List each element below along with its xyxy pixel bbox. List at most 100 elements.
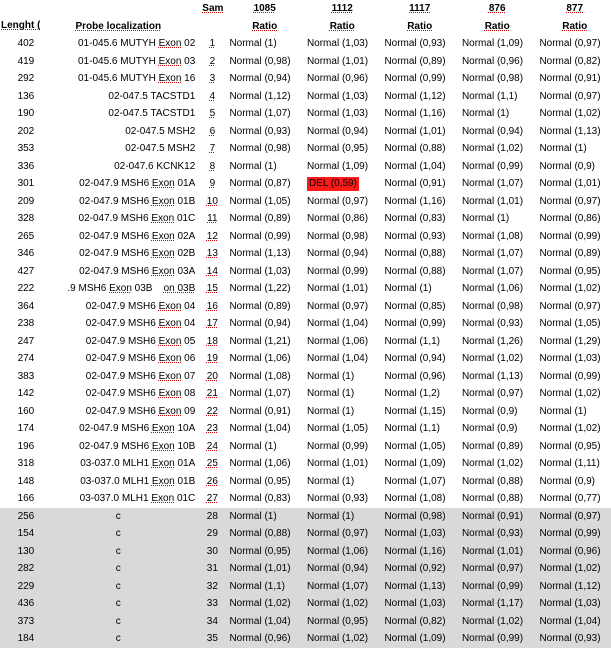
ratio-cell: Normal (1,09) (378, 455, 456, 473)
exon-label: Exon (152, 178, 175, 189)
ratio-cell: Normal (1,01) (533, 175, 611, 193)
exon-label: Exon (152, 458, 175, 469)
ratio-cell: Normal (0,85) (378, 298, 456, 316)
ratio-cell: Normal (1,15) (378, 403, 456, 421)
ratio-cell: Normal (1,21) (223, 333, 301, 351)
probe-text: 03-037.0 MLH1 (80, 476, 149, 487)
ratio-cell: Normal (1,16) (378, 543, 456, 561)
table-row: 14803-037.0 MLH1 Exon 01B26Normal (0,95)… (0, 473, 611, 491)
len-cell: 265 (0, 228, 40, 246)
probe-cell: c (40, 613, 201, 631)
ratio-cell: Normal (0,91) (533, 70, 611, 88)
ratio-cell: Normal (0,94) (223, 315, 301, 333)
header-row-2: Lenght (nt) Probe localization Ratio Rat… (0, 18, 611, 36)
exon-num: 05 (184, 336, 195, 347)
probe-text: 02-047.9 MSH6 (79, 441, 149, 452)
ratio-cell: Normal (1,04) (378, 158, 456, 176)
ratio-cell: Normal (1,02) (533, 385, 611, 403)
ratio-cell: Normal (0,9) (533, 473, 611, 491)
probe-cell: 01-045.6 MUTYH Exon 03 (40, 53, 201, 71)
probe-text: 01-045.6 MUTYH (78, 73, 156, 84)
ratio-cell: Normal (1,01) (223, 560, 301, 578)
probe-cell: c (40, 525, 201, 543)
index-cell: 31 (201, 560, 223, 578)
ratio-cell-del: DEL (0,59) (301, 175, 379, 193)
probe-cell: 02-047.9 MSH6 Exon 04 (40, 298, 201, 316)
table-row: 16603-037.0 MLH1 Exon 01C27Normal (0,83)… (0, 490, 611, 508)
probe-cell: c (40, 595, 201, 613)
exon-label: Exon (159, 56, 182, 67)
probe-cell: c (40, 630, 201, 648)
probe-text: 02-047.9 MSH6 (86, 318, 156, 329)
ratio-cell: Normal (0,77) (533, 490, 611, 508)
ratio-cell: Normal (0,83) (223, 490, 301, 508)
probe-text: 02-047.9 MSH6 (79, 213, 149, 224)
sample-1085: 1085 (223, 0, 301, 18)
ratio-cell: Normal (1) (301, 368, 379, 386)
exon-num: 02B (178, 248, 196, 259)
ratio-cell: Normal (0,96) (301, 70, 379, 88)
len-cell: 436 (0, 595, 40, 613)
probe-cell: 03-037.0 MLH1 Exon 01C (40, 490, 201, 508)
ratio-cell: Normal (0,9) (533, 158, 611, 176)
probe-text: 02-047.9 MSH6 (86, 353, 156, 364)
ratio-cell: Normal (1,13) (456, 368, 534, 386)
index-cell: 19 (201, 350, 223, 368)
ratio-cell: Normal (1) (378, 280, 456, 298)
ratio-cell: Normal (0,98) (456, 298, 534, 316)
ratio-cell: Normal (1,02) (533, 560, 611, 578)
ratio-cell: Normal (0,97) (533, 508, 611, 526)
ratio-cell: Normal (0,9) (456, 403, 534, 421)
probe-cell: 02-047.9 MSH6 Exon 08 (40, 385, 201, 403)
len-cell: 130 (0, 543, 40, 561)
ratio-cell: Normal (0,82) (378, 613, 456, 631)
index-cell: 25 (201, 455, 223, 473)
ratio-cell: Normal (1,05) (378, 438, 456, 456)
ratio-cell: Normal (1,04) (533, 613, 611, 631)
table-row: 19002-047.5 TACSTD15Normal (1,07)Normal … (0, 105, 611, 123)
ratio-cell: Normal (0,89) (456, 438, 534, 456)
ratio-cell: Normal (1,04) (301, 350, 379, 368)
ratio-cell: Normal (1) (301, 473, 379, 491)
ratio-cell: Normal (0,97) (301, 193, 379, 211)
ratio-cell: Normal (1,13) (223, 245, 301, 263)
ratio-cell: Normal (1,1) (223, 578, 301, 596)
probe-text: 02-047.5 TACSTD1 (108, 91, 195, 102)
probe-text: 02-047.6 KCNK12 (114, 161, 195, 172)
index-cell: 10 (201, 193, 223, 211)
table-row: 373c34Normal (1,04)Normal (0,95)Normal (… (0, 613, 611, 631)
ratio-cell: Normal (0,87) (223, 175, 301, 193)
probe-cell: 01-045.6 MUTYH Exon 16 (40, 70, 201, 88)
sample-1117: 1117 (378, 0, 456, 18)
ratio-cell: Normal (0,99) (533, 228, 611, 246)
table-row: 436c33Normal (1,02)Normal (1,02)Normal (… (0, 595, 611, 613)
ratio-cell: Normal (1,01) (301, 53, 379, 71)
table-row: 23802-047.9 MSH6 Exon 0417Normal (0,94)N… (0, 315, 611, 333)
len-cell: 402 (0, 35, 40, 53)
ratio-cell: Normal (1,06) (223, 350, 301, 368)
index-cell: 24 (201, 438, 223, 456)
ratio-cell: Normal (0,95) (301, 613, 379, 631)
ratio-cell: Normal (0,93) (378, 35, 456, 53)
ratio-cell: Normal (1) (223, 508, 301, 526)
len-cell: 353 (0, 140, 40, 158)
ratio-cell: Normal (0,94) (301, 245, 379, 263)
index-cell: 18 (201, 333, 223, 351)
ratio-cell: Normal (0,88) (456, 473, 534, 491)
ratio-cell: Normal (1,07) (378, 473, 456, 491)
exon-num: 08 (184, 388, 195, 399)
index-cell: 14 (201, 263, 223, 281)
len-cell: 292 (0, 70, 40, 88)
index-cell: 3 (201, 70, 223, 88)
ratio-cell: Normal (0,97) (301, 298, 379, 316)
ratio-cell: Normal (1,04) (223, 420, 301, 438)
ratio-cell: Normal (0,89) (378, 53, 456, 71)
table-row: 40201-045.6 MUTYH Exon 021Normal (1)Norm… (0, 35, 611, 53)
col-ratio-5: Ratio (533, 18, 611, 36)
ratio-cell: Normal (1,06) (456, 280, 534, 298)
probe-cell: 02-047.9 MSH6 Exon 07 (40, 368, 201, 386)
len-cell: 238 (0, 315, 40, 333)
exon-label: Exon (151, 493, 174, 504)
exon-num: 04 (184, 318, 195, 329)
ratio-cell: Normal (1,08) (456, 228, 534, 246)
